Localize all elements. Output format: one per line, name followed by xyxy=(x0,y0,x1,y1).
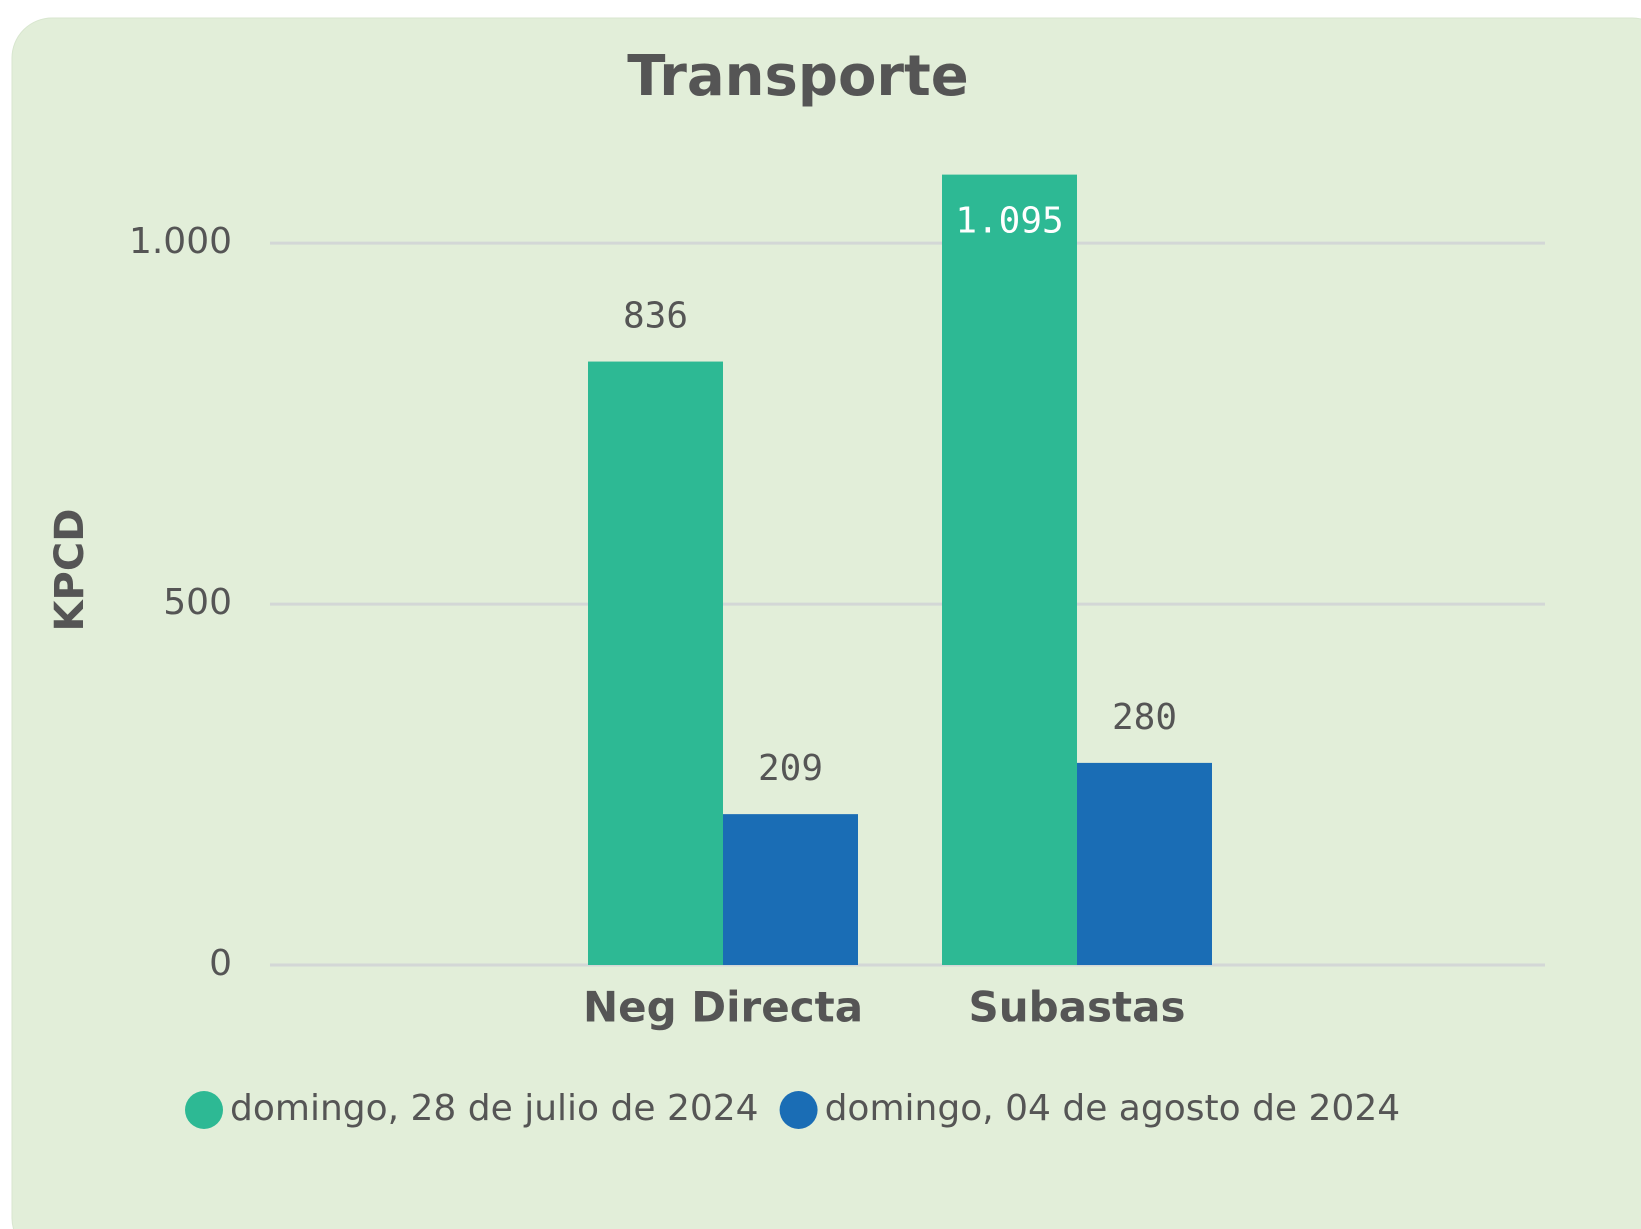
y-axis-label: KPCD xyxy=(47,509,93,632)
y-tick-label: 0 xyxy=(209,943,232,984)
x-tick-label: Neg Directa xyxy=(583,983,863,1032)
legend-marker xyxy=(185,1091,223,1129)
chart-title: Transporte xyxy=(627,44,969,109)
y-tick-label: 1.000 xyxy=(129,221,232,262)
x-tick-label: Subastas xyxy=(969,983,1186,1032)
bar xyxy=(723,814,858,965)
data-label: 1.095 xyxy=(955,201,1063,242)
bar xyxy=(588,361,723,965)
legend-marker xyxy=(779,1091,818,1129)
data-label: 209 xyxy=(758,748,823,789)
legend-label: domingo, 28 de julio de 2024 xyxy=(230,1088,759,1129)
y-tick-label: 500 xyxy=(163,582,232,623)
bar xyxy=(1077,762,1212,965)
data-label: 836 xyxy=(623,296,688,337)
card xyxy=(11,17,1641,1229)
bar xyxy=(942,174,1077,966)
data-label: 280 xyxy=(1112,697,1177,738)
legend-label: domingo, 04 de agosto de 2024 xyxy=(825,1088,1401,1129)
